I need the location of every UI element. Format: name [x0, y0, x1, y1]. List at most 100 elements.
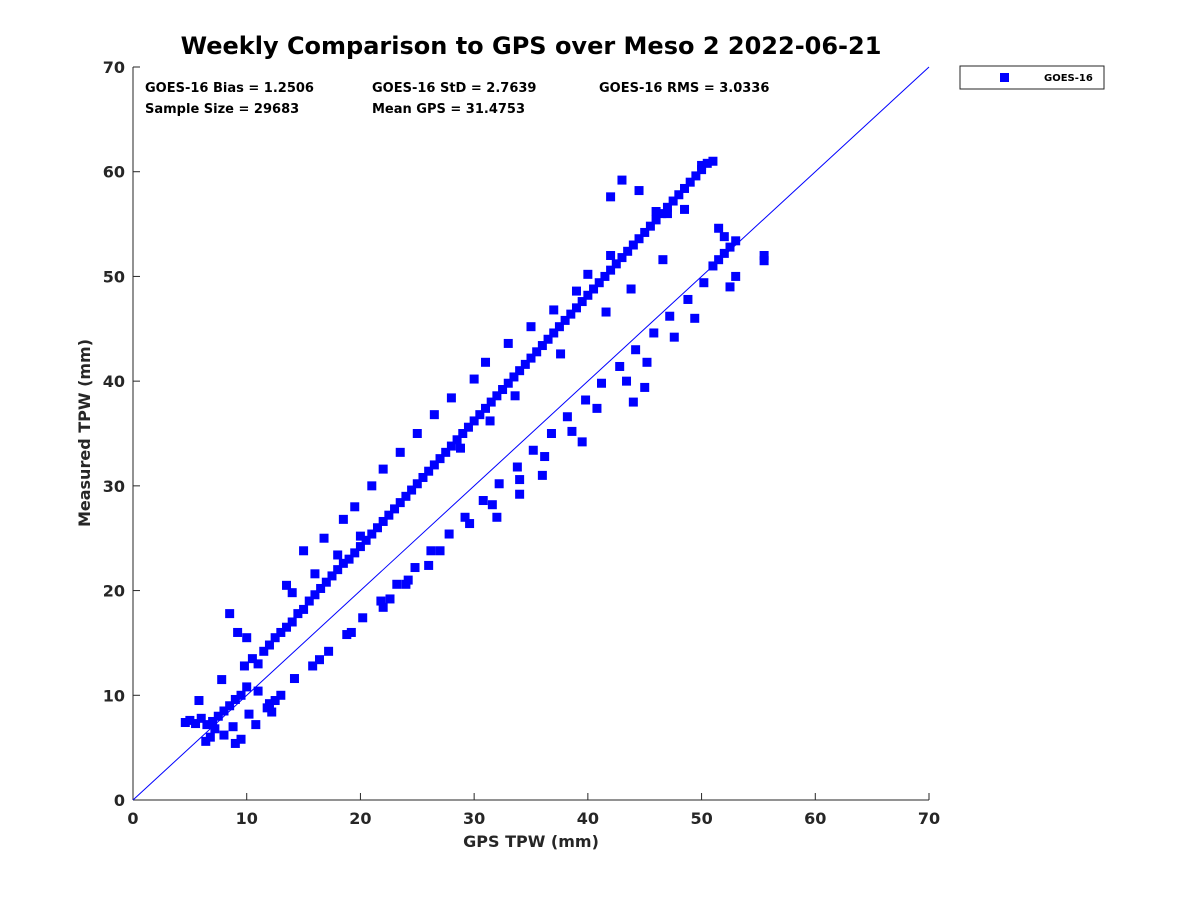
data-point — [526, 353, 536, 363]
data-point — [485, 416, 495, 426]
x-tick-label: 50 — [690, 809, 712, 828]
data-point — [510, 391, 520, 401]
data-point — [571, 286, 581, 296]
data-point — [515, 489, 525, 499]
data-point — [631, 345, 641, 355]
data-point — [486, 397, 496, 407]
data-point — [239, 661, 249, 671]
data-point — [244, 709, 254, 719]
data-point — [719, 232, 729, 242]
data-point — [410, 563, 420, 573]
data-point — [376, 596, 386, 606]
data-point — [492, 391, 502, 401]
data-point — [494, 479, 504, 489]
data-point — [606, 250, 616, 260]
data-point — [628, 240, 638, 250]
data-point — [446, 441, 456, 451]
y-tick-label: 50 — [103, 267, 125, 286]
data-point — [503, 378, 513, 388]
data-point — [577, 297, 587, 307]
x-tick-label: 10 — [236, 809, 258, 828]
data-point — [219, 730, 229, 740]
data-point — [308, 661, 318, 671]
data-point — [316, 583, 326, 593]
data-point — [668, 196, 678, 206]
data-point — [282, 580, 292, 590]
data-point — [503, 338, 513, 348]
y-tick-label: 40 — [103, 372, 125, 391]
data-point — [253, 686, 263, 696]
data-point — [401, 579, 411, 589]
data-point — [699, 278, 709, 288]
data-point — [702, 158, 712, 168]
data-point — [487, 500, 497, 510]
data-point — [180, 718, 190, 728]
data-point — [412, 479, 422, 489]
data-point — [264, 699, 274, 709]
data-point — [242, 682, 252, 692]
data-point — [546, 429, 556, 438]
data-point — [338, 514, 348, 524]
data-point — [441, 447, 451, 457]
data-point — [560, 315, 570, 325]
data-point — [287, 588, 297, 598]
y-tick-label: 70 — [103, 58, 125, 77]
data-point — [395, 498, 405, 508]
data-point — [344, 554, 354, 564]
data-point — [537, 470, 547, 480]
data-point — [543, 334, 553, 344]
data-point — [685, 177, 695, 187]
x-tick-label: 30 — [463, 809, 485, 828]
data-point — [649, 328, 659, 338]
data-point — [583, 269, 593, 279]
y-tick-label: 60 — [103, 163, 125, 182]
data-point — [540, 452, 550, 462]
data-point — [626, 284, 636, 294]
data-point — [242, 633, 252, 643]
data-point — [731, 271, 741, 281]
data-point — [407, 485, 417, 495]
data-point — [617, 175, 627, 185]
data-point — [395, 447, 405, 457]
y-tick-label: 10 — [103, 686, 125, 705]
stat-bias: GOES-16 Bias = 1.2506 — [145, 81, 314, 96]
data-point — [512, 462, 522, 472]
data-point — [378, 516, 388, 526]
data-point — [640, 382, 650, 392]
data-point — [264, 640, 274, 650]
data-point — [236, 690, 246, 700]
data-point — [469, 416, 479, 426]
data-point — [210, 724, 220, 734]
x-tick-label: 20 — [349, 809, 371, 828]
data-point — [304, 596, 314, 606]
data-point — [611, 259, 621, 269]
x-tick-label: 0 — [127, 809, 138, 828]
data-point — [640, 227, 650, 237]
data-point — [444, 529, 454, 539]
data-point — [469, 374, 479, 384]
data-point — [594, 278, 604, 288]
data-point — [392, 579, 402, 589]
x-tick-label: 60 — [804, 809, 826, 828]
data-point — [361, 535, 371, 545]
data-point — [412, 429, 422, 438]
data-point — [293, 609, 303, 619]
stat-std: GOES-16 StD = 2.7639 — [372, 81, 536, 96]
data-point — [662, 202, 672, 212]
data-point — [426, 546, 436, 556]
data-point — [201, 736, 211, 746]
data-point — [556, 349, 566, 359]
data-point — [628, 397, 638, 407]
data-point — [384, 510, 394, 520]
data-point — [194, 696, 204, 706]
stat-mean-gps: Mean GPS = 31.4753 — [372, 102, 525, 117]
data-point — [478, 496, 488, 506]
data-point — [253, 659, 263, 669]
data-point — [236, 734, 246, 744]
data-point — [634, 186, 644, 196]
data-point — [554, 322, 564, 332]
data-point — [549, 328, 559, 338]
plot-area: 0 10 20 30 40 50 60 70 0 10 20 30 40 50 60 70 — [103, 58, 940, 828]
data-point — [759, 256, 769, 266]
data-point — [600, 271, 610, 281]
